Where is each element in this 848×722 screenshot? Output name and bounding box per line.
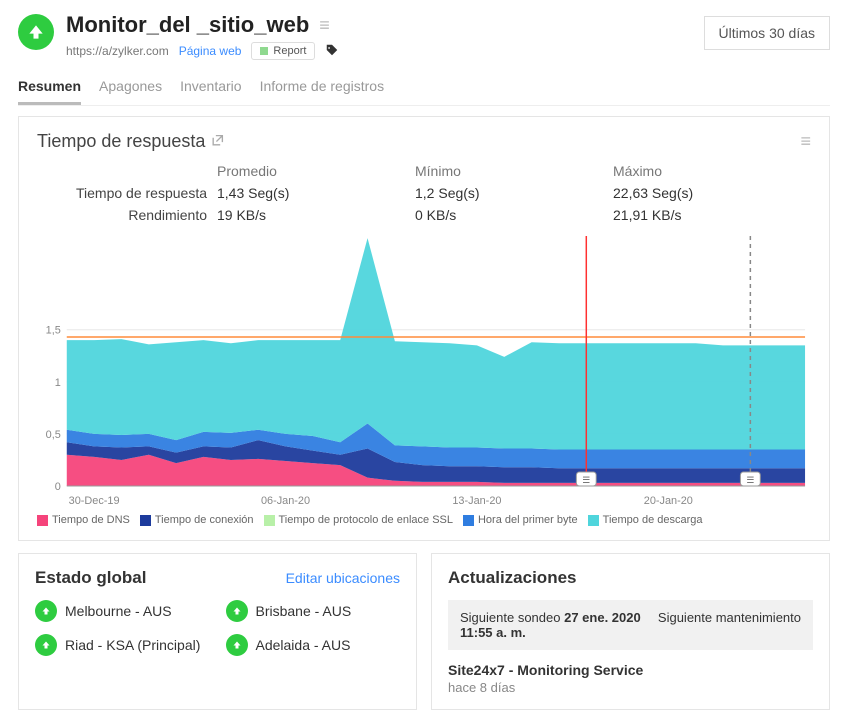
card-menu-icon[interactable]: ≡ [800,131,811,152]
global-status-title: Estado global [35,568,146,588]
report-button[interactable]: Report [251,42,315,60]
location-item: Riad - KSA (Principal) [35,634,210,656]
svg-text:1,5: 1,5 [46,325,61,337]
tag-icon[interactable] [325,43,339,60]
tab-inventario[interactable]: Inventario [180,78,241,105]
svg-text:☰: ☰ [746,475,754,485]
status-up-icon [226,634,248,656]
legend-item[interactable]: Tiempo de protocolo de enlace SSL [264,514,453,526]
card-title: Tiempo de respuesta [37,131,205,152]
report-status-dot [260,47,268,55]
global-status-card: Estado global Editar ubicaciones Melbour… [18,553,417,710]
updates-card: Actualizaciones Siguiente sondeo 27 ene.… [431,553,830,710]
svg-text:30-Dec-19: 30-Dec-19 [69,495,120,507]
status-up-icon [18,14,54,50]
legend-item[interactable]: Hora del primer byte [463,514,578,526]
status-up-icon [35,634,57,656]
legend-item[interactable]: Tiempo de DNS [37,514,130,526]
tab-informe-de-registros[interactable]: Informe de registros [260,78,385,105]
page-title: Monitor_del _sitio_web [66,12,309,38]
svg-text:1: 1 [55,377,61,389]
svg-text:06-Jan-20: 06-Jan-20 [261,495,310,507]
status-up-icon [226,600,248,622]
svg-text:20-Jan-20: 20-Jan-20 [644,495,693,507]
svg-text:13-Jan-20: 13-Jan-20 [452,495,501,507]
tabs: Resumen Apagones Inventario Informe de regi… [18,78,830,106]
update-item: Site24x7 - Monitoring Service hace 8 día… [448,662,813,695]
svg-text:0: 0 [55,481,61,493]
legend-item[interactable]: Tiempo de descarga [588,514,703,526]
date-range-select[interactable]: Últimos 30 días [704,16,830,50]
response-time-chart: 0 0,5 1 1,5 ☰ ☰ 30-Dec-19 06-Jan-20 13-Jan-20 20-… [37,230,811,510]
next-poll-box: Siguiente sondeo 27 ene. 2020 11:55 a. m… [448,600,813,650]
svg-text:☰: ☰ [582,475,590,485]
tab-resumen[interactable]: Resumen [18,78,81,105]
location-item: Melbourne - AUS [35,600,210,622]
site-url: https://a/zylker.com [66,44,169,58]
menu-icon[interactable]: ≡ [319,15,330,36]
svg-text:0,5: 0,5 [46,429,61,441]
edit-locations-link[interactable]: Editar ubicaciones [286,570,400,586]
external-link-icon[interactable] [211,134,224,150]
status-up-icon [35,600,57,622]
location-item: Adelaida - AUS [226,634,401,656]
legend-item[interactable]: Tiempo de conexión [140,514,254,526]
updates-title: Actualizaciones [448,568,813,588]
location-item: Brisbane - AUS [226,600,401,622]
tab-apagones[interactable]: Apagones [99,78,162,105]
page-web-link[interactable]: Página web [179,44,242,58]
response-time-card: Tiempo de respuesta ≡ PromedioMínimoMáxi… [18,116,830,541]
